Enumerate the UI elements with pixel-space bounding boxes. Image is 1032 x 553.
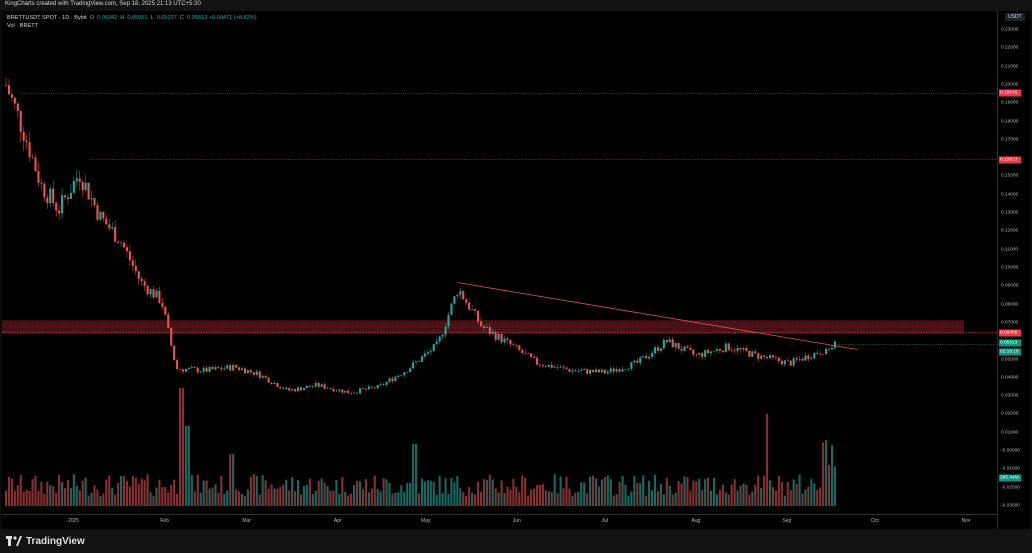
time-axis[interactable]: 2025 Feb Mar Apr May Jun Jul Aug Sep Oct Nov xyxy=(2,514,997,528)
price-tick: 0.20000 xyxy=(1001,82,1019,88)
time-tick: May xyxy=(421,518,431,524)
time-tick: Jun xyxy=(512,518,521,524)
price-tick: 0.01000 xyxy=(1001,430,1019,436)
price-tick: 0.10000 xyxy=(1001,265,1019,271)
price-tick: 0.17000 xyxy=(1001,137,1019,143)
price-tick: 0.18000 xyxy=(1001,119,1019,125)
price-tick: -0.02000 xyxy=(1001,485,1020,491)
price-tick: 0.11000 xyxy=(1001,247,1018,253)
high-label: H xyxy=(120,15,125,21)
upper-resistance-tag: 0.19545 xyxy=(999,89,1021,97)
price-tick: -0.01000 xyxy=(1001,466,1020,472)
price-tick: -0.00000 xyxy=(1001,448,1020,454)
open-value: 0.05342 xyxy=(97,15,118,21)
price-tick: 0.03000 xyxy=(1001,393,1019,399)
tradingview-wordmark: TradingView xyxy=(26,535,85,547)
time-tick: Oct xyxy=(871,518,879,524)
price-tick: 0.05000 xyxy=(1001,357,1019,363)
price-tick: 0.14000 xyxy=(1001,192,1019,198)
price-tick: 0.19000 xyxy=(1001,100,1019,106)
price-tick: 0.12000 xyxy=(1001,228,1019,234)
close-value: 0.05813 +0.00471 (+8.82%) xyxy=(186,15,257,21)
time-tick: Sep xyxy=(782,518,792,524)
bottom-bar: TradingView xyxy=(0,529,1032,553)
price-tick: 0.04000 xyxy=(1001,375,1019,381)
tradingview-logo: TradingView xyxy=(6,536,85,547)
mid-resistance-tag: 0.15913 xyxy=(999,156,1021,164)
time-tick: Nov xyxy=(961,518,971,524)
bar-countdown-tag: 02:16:18 xyxy=(999,348,1021,356)
tradingview-icon xyxy=(6,536,22,546)
price-tick: 0.07000 xyxy=(1001,320,1019,326)
top-caption-bar: KingCharts created with TradingView.com,… xyxy=(0,0,1032,11)
last-price-tag: 0.05813 xyxy=(999,339,1021,347)
time-tick: 2025 xyxy=(67,518,80,524)
chart-pane[interactable] xyxy=(2,11,1030,529)
currency-label[interactable]: USDT xyxy=(1005,13,1025,21)
price-tick: 0.22000 xyxy=(1001,45,1019,51)
chart-legend: BRETTUSDT SPOT · 1D · Bybit O 0.05342 H 0.… xyxy=(7,15,257,30)
chart-caption: KingCharts created with TradingView.com,… xyxy=(5,1,201,7)
low-label: L xyxy=(150,15,154,21)
price-tick: 0.23000 xyxy=(1001,27,1019,33)
price-tick: -0.03000 xyxy=(1001,503,1020,509)
price-tick: 0.09000 xyxy=(1001,283,1019,289)
time-tick: Mar xyxy=(242,518,252,524)
time-tick: Feb xyxy=(160,518,169,524)
close-label: C xyxy=(179,15,184,21)
price-tick: 0.15000 xyxy=(1001,173,1019,179)
price-tick: 0.21000 xyxy=(1001,64,1019,70)
price-tick: 0.02000 xyxy=(1001,411,1019,417)
high-value: 0.05951 xyxy=(127,15,148,21)
time-tick: Apr xyxy=(333,518,342,524)
low-value: 0.05227 xyxy=(156,15,177,21)
price-tick: 0.13000 xyxy=(1001,210,1019,216)
price-axis[interactable]: 0.23000 0.22000 0.21000 0.20000 0.19000 0.180… xyxy=(997,11,1030,529)
time-tick: Jul xyxy=(601,518,609,524)
symbol-title[interactable]: BRETTUSDT SPOT · 1D · Bybit xyxy=(7,15,87,21)
volume-legend[interactable]: Vol · BRETT xyxy=(7,22,39,29)
time-tick: Aug xyxy=(691,518,701,524)
open-label: O xyxy=(89,15,95,21)
volume-value-tag: 285.44M xyxy=(999,474,1021,482)
zone-top-tag: 0.06466 xyxy=(999,329,1021,337)
price-tick: 0.08000 xyxy=(1001,302,1019,308)
